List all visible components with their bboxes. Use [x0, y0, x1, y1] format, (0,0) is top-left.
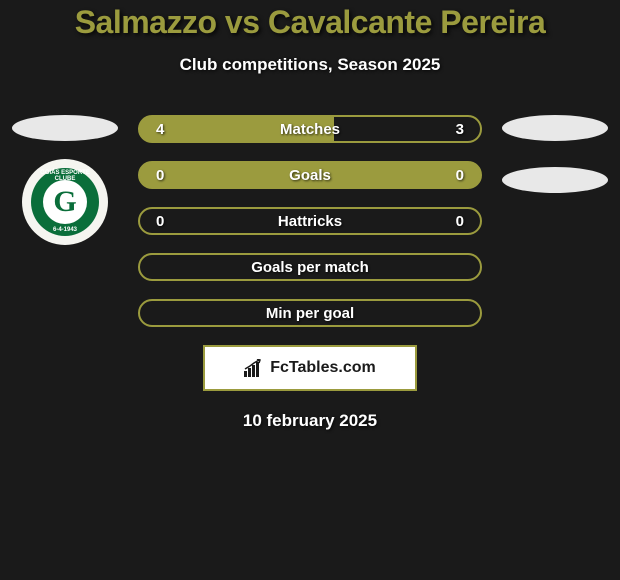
club-logo-left[interactable]: GOIÁS ESPORTE CLUBE G 6-4-1943 [22, 159, 108, 245]
stat-label: Goals [289, 167, 331, 184]
stat-left-value: 4 [156, 121, 164, 138]
brand-text: FcTables.com [270, 359, 376, 377]
left-column: GOIÁS ESPORTE CLUBE G 6-4-1943 [10, 115, 120, 327]
club-logo-bottom-text: 6-4-1943 [53, 227, 77, 233]
stat-label: Hattricks [278, 213, 342, 230]
stat-row-matches: 4 Matches 3 [138, 115, 482, 143]
date-text: 10 february 2025 [243, 411, 377, 431]
stat-row-goals: 0 Goals 0 [138, 161, 482, 189]
stat-label: Matches [280, 121, 340, 138]
widget-container: Salmazzo vs Cavalcante Pereira Club comp… [0, 0, 620, 431]
stat-right-value: 0 [456, 167, 464, 184]
player-pill-right-2 [502, 167, 608, 193]
stats-area: GOIÁS ESPORTE CLUBE G 6-4-1943 4 Matches… [0, 115, 620, 327]
stat-row-gpm: Goals per match [138, 253, 482, 281]
stat-label: Min per goal [266, 305, 354, 322]
stat-row-hattricks: 0 Hattricks 0 [138, 207, 482, 235]
page-title: Salmazzo vs Cavalcante Pereira [75, 4, 546, 41]
club-logo-letter: G [43, 180, 87, 224]
club-logo-top-text: GOIÁS ESPORTE CLUBE [31, 170, 99, 182]
player-pill-left [12, 115, 118, 141]
subtitle: Club competitions, Season 2025 [180, 55, 441, 75]
brand-badge[interactable]: FcTables.com [203, 345, 417, 391]
right-column [500, 115, 610, 327]
stat-left-value: 0 [156, 167, 164, 184]
stat-row-mpg: Min per goal [138, 299, 482, 327]
stats-column: 4 Matches 3 0 Goals 0 0 Hattricks 0 Goal… [138, 115, 482, 327]
chart-icon [244, 359, 266, 377]
stat-right-value: 0 [456, 213, 464, 230]
club-logo-inner: GOIÁS ESPORTE CLUBE G 6-4-1943 [31, 168, 99, 236]
player-pill-right-1 [502, 115, 608, 141]
stat-label: Goals per match [251, 259, 369, 276]
stat-left-value: 0 [156, 213, 164, 230]
stat-right-value: 3 [456, 121, 464, 138]
